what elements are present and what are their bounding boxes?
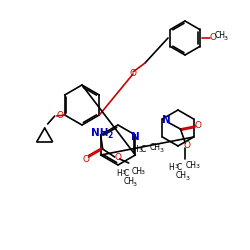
Text: 3: 3 [196, 164, 200, 170]
Text: CH: CH [150, 144, 161, 152]
Text: 3: 3 [133, 182, 137, 186]
Text: O: O [114, 152, 121, 162]
Text: O: O [82, 156, 89, 164]
Text: 3: 3 [174, 164, 178, 170]
Text: H: H [116, 168, 121, 177]
Text: O: O [130, 68, 136, 78]
Text: H: H [132, 146, 138, 154]
Text: C: C [124, 168, 129, 177]
Text: 3: 3 [159, 148, 163, 152]
Text: 3: 3 [138, 148, 142, 152]
Text: N: N [162, 115, 171, 125]
Text: N: N [131, 132, 140, 142]
Text: 3: 3 [224, 36, 228, 42]
Text: CH: CH [176, 172, 187, 180]
Text: 3: 3 [186, 176, 190, 180]
Text: H: H [168, 162, 174, 172]
Text: O: O [184, 140, 191, 149]
Text: CH: CH [131, 166, 142, 175]
Text: O: O [56, 112, 63, 120]
Text: CH: CH [214, 32, 226, 40]
Text: CH: CH [123, 178, 134, 186]
Text: C: C [140, 146, 146, 154]
Text: 3: 3 [122, 170, 126, 175]
Text: CH: CH [186, 160, 197, 170]
Text: O: O [210, 34, 216, 42]
Text: NH: NH [91, 128, 109, 138]
Text: C: C [177, 162, 182, 172]
Text: 2: 2 [108, 130, 112, 140]
Text: 3: 3 [141, 170, 145, 175]
Text: O: O [195, 122, 202, 130]
